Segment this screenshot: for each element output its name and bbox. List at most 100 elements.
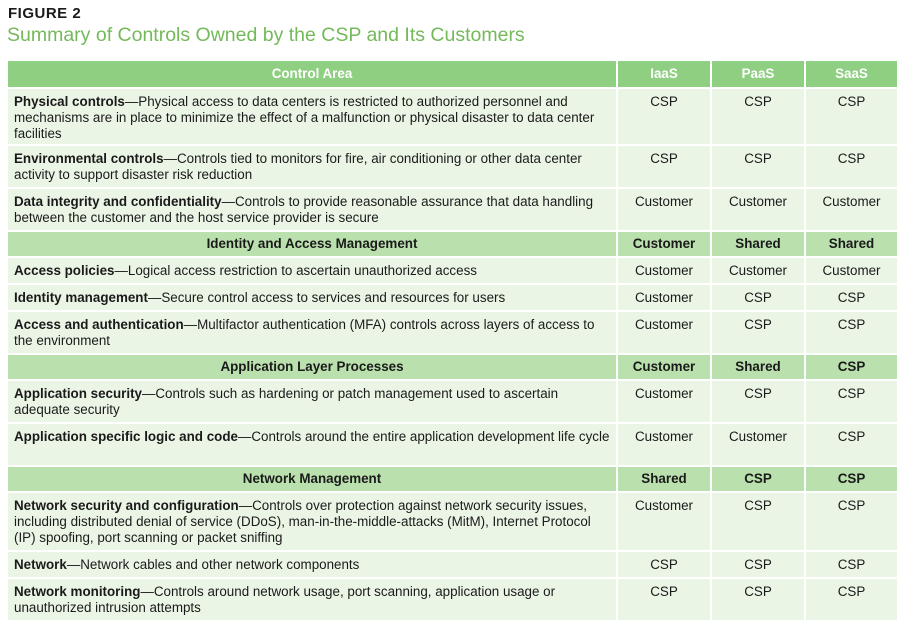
saas-cell: Customer [804, 256, 899, 285]
control-detail: —Physical access to data centers is rest… [14, 94, 595, 141]
control-name: Physical controls [14, 94, 125, 109]
paas-cell: Customer [710, 256, 806, 285]
paas-cell: CSP [710, 283, 806, 312]
paas-cell: Shared [710, 230, 806, 258]
paas-cell: CSP [710, 87, 806, 146]
section-row: Network Management Shared CSP CSP [6, 465, 899, 493]
table-row: Data integrity and confidentiality—Contr… [6, 187, 899, 232]
table-row: Access policies—Logical access restricti… [6, 256, 899, 285]
paas-cell: CSP [710, 144, 806, 189]
paas-cell: Customer [710, 422, 806, 467]
control-name: Application specific logic and code [14, 429, 238, 444]
saas-cell: CSP [804, 550, 899, 579]
section-row: Application Layer Processes Customer Sha… [6, 353, 899, 381]
saas-cell: CSP [804, 577, 899, 622]
iaas-cell: Customer [616, 256, 712, 285]
iaas-cell: Customer [616, 379, 712, 424]
table-row: Application security—Controls such as ha… [6, 379, 899, 424]
figure-label: FIGURE 2 [8, 5, 82, 22]
control-description: Data integrity and confidentiality—Contr… [6, 187, 618, 232]
control-detail: —Controls to provide reasonable assuranc… [14, 194, 594, 225]
control-name: Network [14, 557, 67, 572]
section-title: Identity and Access Management [6, 230, 618, 258]
control-name: Application security [14, 386, 142, 401]
control-name: Environmental controls [14, 151, 164, 166]
header-saas: SaaS [804, 59, 899, 89]
control-detail: —Logical access restriction to ascertain… [114, 263, 477, 278]
control-detail: —Controls around network usage, port sca… [14, 584, 556, 615]
saas-cell: CSP [804, 87, 899, 146]
figure-title: Summary of Controls Owned by the CSP and… [7, 24, 525, 46]
header-control-area: Control Area [6, 59, 618, 89]
saas-cell: CSP [804, 491, 899, 552]
control-name: Access and authentication [14, 317, 184, 332]
control-name: Network security and configuration [14, 498, 239, 513]
control-detail: —Controls tied to monitors for fire, air… [14, 151, 582, 182]
paas-cell: Customer [710, 187, 806, 232]
iaas-cell: Customer [616, 422, 712, 467]
saas-cell: CSP [804, 310, 899, 355]
iaas-cell: CSP [616, 87, 712, 146]
iaas-cell: Shared [616, 465, 712, 493]
section-row: Identity and Access Management Customer … [6, 230, 899, 258]
header-iaas: IaaS [616, 59, 712, 89]
table-row: Identity management—Secure control acces… [6, 283, 899, 312]
saas-cell: CSP [804, 144, 899, 189]
iaas-cell: CSP [616, 550, 712, 579]
control-description: Physical controls—Physical access to dat… [6, 87, 618, 146]
paas-cell: CSP [710, 465, 806, 493]
table-row: Environmental controls—Controls tied to … [6, 144, 899, 189]
iaas-cell: Customer [616, 353, 712, 381]
control-description: Environmental controls—Controls tied to … [6, 144, 618, 189]
table-row: Network security and configuration—Contr… [6, 491, 899, 552]
saas-cell: CSP [804, 353, 899, 381]
control-description: Identity management—Secure control acces… [6, 283, 618, 312]
saas-cell: Customer [804, 187, 899, 232]
iaas-cell: CSP [616, 577, 712, 622]
table-row: Physical controls—Physical access to dat… [6, 87, 899, 146]
control-description: Access and authentication—Multifactor au… [6, 310, 618, 355]
iaas-cell: CSP [616, 144, 712, 189]
table-row: Access and authentication—Multifactor au… [6, 310, 899, 355]
control-description: Network—Network cables and other network… [6, 550, 618, 579]
control-name: Data integrity and confidentiality [14, 194, 222, 209]
iaas-cell: Customer [616, 187, 712, 232]
control-detail: —Controls around the entire application … [237, 429, 610, 444]
paas-cell: CSP [710, 379, 806, 424]
control-name: Network monitoring [14, 584, 141, 599]
header-paas: PaaS [710, 59, 806, 89]
control-detail: —Network cables and other network compon… [66, 557, 360, 572]
controls-table: Control Area IaaS PaaS SaaS Physical con… [6, 59, 899, 622]
control-detail: —Controls over protection against networ… [14, 498, 591, 545]
control-name: Identity management [14, 290, 148, 305]
saas-cell: Shared [804, 230, 899, 258]
iaas-cell: Customer [616, 230, 712, 258]
paas-cell: CSP [710, 310, 806, 355]
paas-cell: CSP [710, 491, 806, 552]
control-detail: —Controls such as hardening or patch man… [14, 386, 559, 417]
saas-cell: CSP [804, 283, 899, 312]
section-title: Network Management [6, 465, 618, 493]
paas-cell: Shared [710, 353, 806, 381]
section-title: Application Layer Processes [6, 353, 618, 381]
paas-cell: CSP [710, 577, 806, 622]
table-row: Network—Network cables and other network… [6, 550, 899, 579]
table-row: Network monitoring—Controls around netwo… [6, 577, 899, 622]
iaas-cell: Customer [616, 310, 712, 355]
control-description: Application security—Controls such as ha… [6, 379, 618, 424]
control-detail: —Multifactor authentication (MFA) contro… [14, 317, 595, 348]
header-row: Control Area IaaS PaaS SaaS [6, 59, 899, 89]
iaas-cell: Customer [616, 491, 712, 552]
saas-cell: CSP [804, 379, 899, 424]
control-description: Access policies—Logical access restricti… [6, 256, 618, 285]
control-description: Network monitoring—Controls around netwo… [6, 577, 618, 622]
control-description: Network security and configuration—Contr… [6, 491, 618, 552]
paas-cell: CSP [710, 550, 806, 579]
table-row: Application specific logic and code—Cont… [6, 422, 899, 467]
saas-cell: CSP [804, 465, 899, 493]
control-detail: —Secure control access to services and r… [147, 290, 506, 305]
iaas-cell: Customer [616, 283, 712, 312]
control-description: Application specific logic and code—Cont… [6, 422, 618, 467]
control-name: Access policies [14, 263, 115, 278]
saas-cell: CSP [804, 422, 899, 467]
